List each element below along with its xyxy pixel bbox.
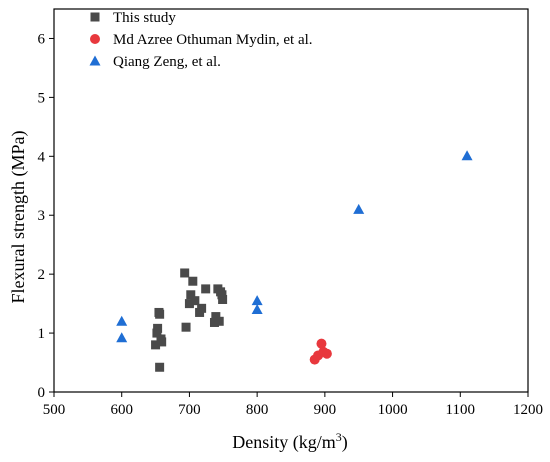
legend-marker-triangle: [89, 55, 101, 66]
x-tick-label: 600: [110, 402, 133, 418]
data-point-triangle: [116, 315, 128, 326]
y-tick-label: 1: [38, 326, 46, 342]
data-point-triangle: [116, 332, 128, 343]
data-point-square: [180, 268, 190, 278]
legend: This study Md Azree Othuman Mydin, et al.…: [89, 10, 313, 70]
x-axis-label: Density (kg/m3): [232, 430, 348, 453]
data-point-square: [186, 290, 196, 300]
data-points: [116, 150, 473, 372]
data-point-square: [155, 362, 165, 372]
legend-label: This study: [113, 10, 176, 26]
x-tick-label: 1200: [513, 402, 543, 418]
x-tick-label: 800: [246, 402, 269, 418]
data-point-square: [201, 284, 211, 294]
data-point-square: [151, 340, 161, 350]
data-point-square: [157, 337, 167, 347]
y-tick-label: 5: [38, 90, 46, 106]
y-tick-label: 0: [38, 385, 46, 401]
data-point-square: [152, 328, 162, 338]
x-tick-label: 900: [314, 402, 337, 418]
legend-marker-circle: [90, 34, 100, 44]
data-point-square: [153, 323, 163, 333]
y-axis-label: Flexural strength (MPa): [8, 131, 29, 304]
y-tick-label: 4: [38, 149, 46, 165]
data-point-triangle: [461, 150, 473, 161]
data-point-triangle: [251, 304, 263, 315]
legend-label: Md Azree Othuman Mydin, et al.: [113, 32, 313, 48]
data-point-square: [188, 276, 198, 286]
x-tick-label: 1100: [446, 402, 475, 418]
y-tick-label: 6: [38, 31, 46, 47]
y-tick-label: 3: [38, 208, 46, 224]
plot-area: [53, 8, 529, 393]
series-1: [151, 268, 228, 372]
data-point-square: [155, 309, 165, 319]
data-point-circle: [316, 338, 327, 349]
series-2: [309, 338, 332, 365]
x-tick-label: 1000: [378, 402, 408, 418]
x-tick-label: 500: [43, 402, 66, 418]
data-point-square: [184, 299, 194, 309]
data-point-square: [218, 294, 228, 304]
x-tick-label: 700: [178, 402, 201, 418]
plot-frame: [53, 8, 529, 393]
data-point-square: [211, 312, 221, 322]
legend-marker-square: [90, 12, 100, 22]
data-point-square: [197, 303, 207, 313]
legend-item-3: Qiang Zeng, et al.: [89, 54, 221, 70]
y-tick-label: 2: [38, 267, 46, 283]
data-point-square: [209, 317, 219, 327]
data-point-square: [217, 290, 227, 300]
data-point-triangle: [251, 295, 263, 306]
data-point-square: [190, 296, 200, 306]
axis-ticks: 500 600 700 800 900 1000 1100 1200 0 1 2 3 4 5 6: [38, 31, 544, 418]
legend-item-2: Md Azree Othuman Mydin, et al.: [90, 32, 313, 48]
legend-item-1: This study: [90, 10, 176, 26]
legend-label: Qiang Zeng, et al.: [113, 54, 221, 70]
data-point-square: [214, 316, 224, 326]
data-point-circle: [321, 348, 332, 359]
data-point-triangle: [353, 203, 365, 214]
data-point-square: [181, 322, 191, 332]
series-3: [116, 150, 473, 343]
